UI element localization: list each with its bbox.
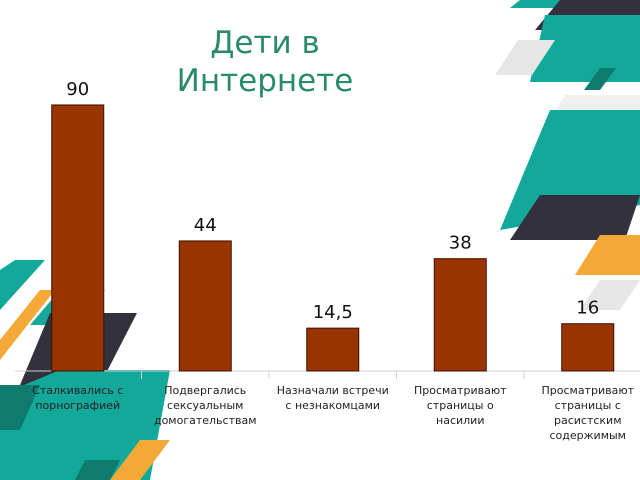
bar bbox=[561, 323, 615, 372]
bar bbox=[306, 327, 360, 372]
x-tick-label: Сталкивались с порнографией bbox=[32, 384, 124, 412]
x-tick-label: Просматривают страницы с расистским соде… bbox=[541, 384, 634, 442]
bar bbox=[178, 240, 232, 372]
bar bbox=[433, 258, 487, 372]
value-label: 14,5 bbox=[313, 302, 353, 323]
chart-title: Дети в Интернете bbox=[176, 25, 354, 99]
value-label: 90 bbox=[66, 79, 89, 100]
value-label: 44 bbox=[194, 215, 217, 236]
x-tick-label: Просматривают страницы о насилии bbox=[413, 384, 507, 427]
x-tick-label: Подвергались сексуальным домогательствам bbox=[153, 384, 257, 427]
value-label: 16 bbox=[576, 298, 599, 319]
bar bbox=[51, 104, 105, 372]
value-label: 38 bbox=[449, 233, 472, 254]
x-tick-label: Назначали встречи с незнакомцами bbox=[276, 384, 389, 412]
